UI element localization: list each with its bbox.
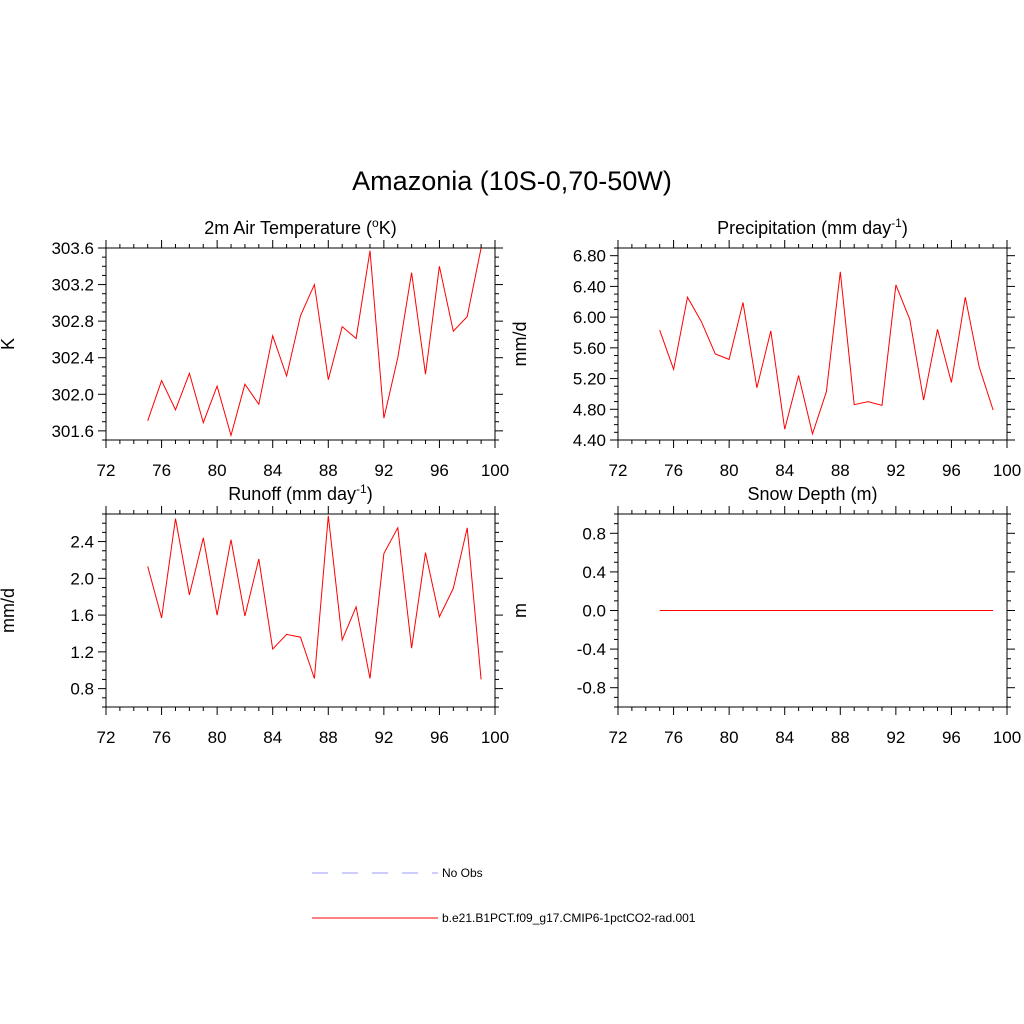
x-tick-label: 84 [263, 728, 282, 747]
x-tick-label: 84 [775, 728, 794, 747]
x-tick-label: 88 [319, 728, 338, 747]
panel-1: 72 76 80 84 88 92 96 100 301.6 302.0 302.4 302.8 303… [0, 216, 509, 480]
x-tick-label: 88 [831, 728, 850, 747]
x-tick-label: 76 [152, 461, 171, 480]
plot-frame [105, 247, 496, 441]
x-tick-label: 92 [886, 461, 905, 480]
y-tick-label: 302.0 [51, 385, 94, 404]
y-axis-label: K [0, 338, 18, 350]
x-tick-label: 100 [993, 728, 1021, 747]
y-tick-label: 301.6 [51, 422, 94, 441]
y-tick-label: -0.8 [577, 679, 606, 698]
y-tick-label: 2.0 [70, 569, 94, 588]
y-tick-label: 0.0 [582, 602, 606, 621]
legend: No Obs b.e21.B1PCT.f09_g17.CMIP6-1pctCO2-… [312, 866, 696, 925]
x-tick-label: 80 [720, 728, 739, 747]
panel-title: Runoff (mm day-1) [228, 482, 372, 504]
panel-3: 72 76 80 84 88 92 96 100 0.8 1.2 1.6 2.0 2.4 Runoff (… [0, 482, 509, 747]
x-tick-label: 72 [609, 461, 628, 480]
page-title: Amazonia (10S-0,70-50W) [352, 166, 672, 196]
y-tick-label: 6.80 [573, 247, 606, 266]
y-tick-label: 4.80 [573, 400, 606, 419]
x-tick-label: 96 [942, 461, 961, 480]
y-tick-label: 1.6 [70, 606, 94, 625]
x-tick-label: 80 [208, 461, 227, 480]
y-tick-label: -0.4 [577, 640, 606, 659]
x-tick-label: 100 [481, 461, 509, 480]
x-tick-label: 100 [993, 461, 1021, 480]
x-tick-label: 88 [319, 461, 338, 480]
y-tick-label: 5.20 [573, 370, 606, 389]
series-line [147, 515, 482, 680]
y-tick-label: 303.6 [51, 239, 94, 258]
y-tick-label: 5.60 [573, 339, 606, 358]
y-axis-label: mm/d [510, 322, 530, 367]
panel-2: 72 76 80 84 88 92 96 100 4.40 4.80 5.20 5.60 6.00 6.4… [510, 216, 1021, 480]
plot-frame [617, 247, 1008, 441]
x-tick-label: 72 [609, 728, 628, 747]
panel-4: 72 76 80 84 88 92 96 100 -0.8 -0.4 0.0 0.4 0.8 Snow D… [510, 484, 1021, 747]
legend-label: b.e21.B1PCT.f09_g17.CMIP6-1pctCO2-rad.00… [442, 911, 696, 925]
y-tick-label: 1.2 [70, 643, 94, 662]
y-tick-label: 2.4 [70, 533, 94, 552]
y-tick-label: 0.4 [582, 563, 606, 582]
y-tick-label: 6.00 [573, 308, 606, 327]
legend-label: No Obs [442, 866, 483, 880]
y-axis-label: m [510, 603, 530, 618]
x-tick-label: 84 [263, 461, 282, 480]
x-tick-label: 76 [664, 728, 683, 747]
y-tick-label: 302.8 [51, 312, 94, 331]
y-tick-label: 4.40 [573, 431, 606, 450]
x-tick-label: 84 [775, 461, 794, 480]
y-axis-label: mm/d [0, 588, 18, 633]
x-tick-label: 92 [886, 728, 905, 747]
series-line [147, 247, 482, 438]
panel-title: Snow Depth (m) [747, 484, 877, 504]
y-tick-label: 302.4 [51, 349, 94, 368]
y-tick-label: 0.8 [582, 524, 606, 543]
y-tick-label: 0.8 [70, 680, 94, 699]
y-tick-label: 6.40 [573, 277, 606, 296]
panel-title: Precipitation (mm day-1) [717, 216, 908, 238]
x-tick-label: 100 [481, 728, 509, 747]
x-tick-label: 92 [374, 728, 393, 747]
x-tick-label: 72 [97, 461, 116, 480]
x-tick-label: 76 [152, 728, 171, 747]
x-tick-label: 88 [831, 461, 850, 480]
x-tick-label: 80 [720, 461, 739, 480]
series-line [659, 271, 994, 436]
x-tick-label: 80 [208, 728, 227, 747]
x-tick-label: 92 [374, 461, 393, 480]
x-tick-label: 96 [430, 728, 449, 747]
plot-frame [105, 513, 496, 708]
x-tick-label: 96 [430, 461, 449, 480]
x-tick-label: 76 [664, 461, 683, 480]
x-tick-label: 72 [97, 728, 116, 747]
y-tick-label: 303.2 [51, 276, 94, 295]
x-tick-label: 96 [942, 728, 961, 747]
panel-title: 2m Air Temperature (oK) [204, 216, 396, 238]
